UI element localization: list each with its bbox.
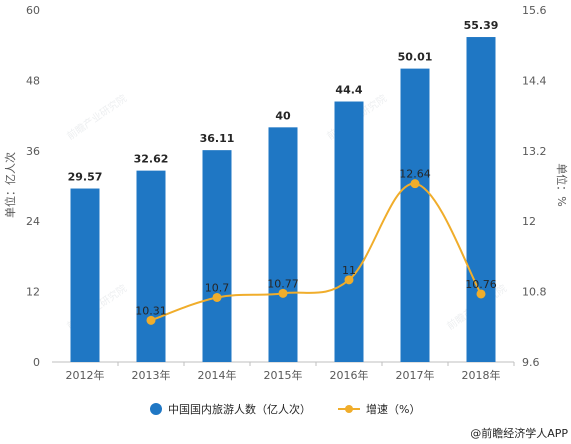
growth-rate-point [344, 275, 354, 285]
left-axis-title: 单位：亿人次 [3, 152, 17, 218]
growth-rate-labels: 10.31 10.7 10.77 11 12.64 10.76 [135, 168, 497, 318]
right-axis-title: 单位：% [555, 163, 569, 206]
bar-data-label: 50.01 [398, 51, 433, 64]
left-axis-tick-label: 0 [33, 356, 40, 369]
growth-rate-label: 10.31 [135, 304, 167, 317]
source-credit: @前瞻经济学人APP [470, 426, 568, 440]
bar [334, 101, 364, 363]
bar-data-labels: 29.57 32.62 36.11 40 44.4 50.01 55.39 [68, 19, 499, 183]
left-axis-tick-label: 60 [26, 4, 40, 17]
bar-data-label: 29.57 [68, 171, 103, 184]
bar-data-label: 55.39 [464, 19, 499, 32]
growth-rate-label: 10.7 [205, 281, 230, 294]
left-axis-tick-label: 12 [26, 286, 40, 299]
bar-data-label: 36.11 [200, 132, 235, 145]
bar-data-label: 32.62 [134, 153, 169, 166]
bar-data-label: 44.4 [335, 84, 362, 97]
bar [202, 150, 232, 362]
x-axis-tick-label: 2014年 [198, 368, 237, 382]
left-axis-ticks: 0 12 24 36 48 60 [26, 4, 40, 369]
growth-rate-points [146, 179, 486, 325]
growth-rate-label: 10.77 [267, 277, 299, 290]
watermark: 前瞻产业研究院 [64, 92, 129, 143]
growth-rate-line [150, 182, 482, 322]
left-axis-tick-label: 48 [26, 74, 40, 87]
right-axis-tick-label: 13.2 [522, 145, 547, 158]
x-axis-tick-label: 2013年 [132, 368, 171, 382]
right-axis-tick-label: 12 [522, 215, 536, 228]
x-axis-tick-label: 2018年 [462, 368, 501, 382]
bar-data-label: 40 [275, 109, 291, 122]
bar-series [70, 37, 496, 363]
growth-rate-point [278, 288, 288, 298]
growth-rate-point [146, 315, 156, 325]
growth-rate-point [410, 179, 420, 189]
bar [400, 68, 430, 362]
x-axis-tick-label: 2017年 [396, 368, 435, 382]
right-axis-tick-label: 9.6 [522, 356, 540, 369]
x-axis-tick-label: 2015年 [264, 368, 303, 382]
growth-rate-label: 12.64 [399, 168, 431, 181]
legend: 中国国内旅游人数（亿人次） 增速（%） [150, 402, 420, 416]
x-axis-tick-label: 2012年 [66, 368, 105, 382]
bar [70, 188, 100, 362]
bar [136, 170, 166, 362]
right-axis-tick-label: 15.6 [522, 4, 547, 17]
legend-line-label: 增速（%） [366, 402, 420, 416]
growth-rate-label: 11 [342, 264, 356, 277]
growth-rate-point [476, 289, 486, 299]
growth-rate-point [212, 292, 222, 302]
bar [268, 127, 298, 362]
x-axis-ticks: 2012年 2013年 2014年 2015年 2016年 2017年 2018年 [66, 362, 515, 382]
legend-bar-label: 中国国内旅游人数（亿人次） [168, 402, 311, 416]
legend-line-point [345, 405, 353, 413]
legend-bar-marker [150, 403, 162, 415]
right-axis-ticks: 9.6 10.8 12 13.2 14.4 15.6 [522, 4, 547, 369]
x-axis-tick-label: 2016年 [330, 368, 369, 382]
growth-rate-label: 10.76 [465, 278, 497, 291]
left-axis-tick-label: 36 [26, 145, 40, 158]
right-axis-tick-label: 14.4 [522, 74, 547, 87]
bar [466, 37, 496, 362]
left-axis-tick-label: 24 [26, 215, 40, 228]
right-axis-tick-label: 10.8 [522, 286, 547, 299]
